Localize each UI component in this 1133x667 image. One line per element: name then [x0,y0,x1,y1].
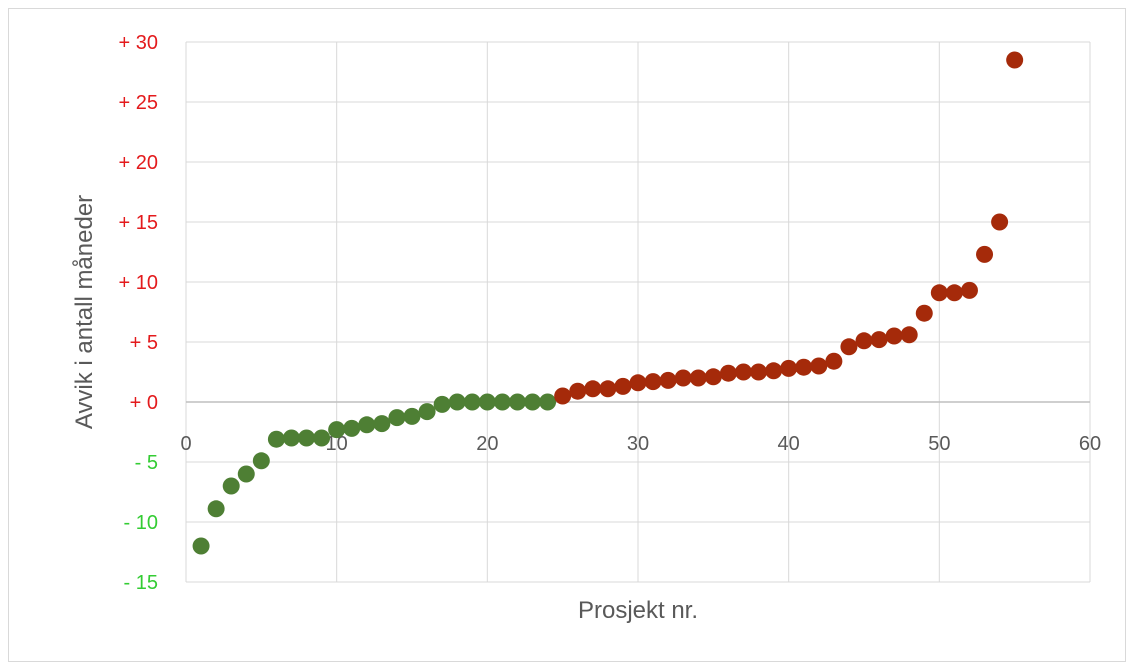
data-point [252,452,270,470]
data-point [750,363,768,381]
data-point [810,357,828,375]
data-point [328,421,346,439]
data-point [734,363,752,381]
data-point [915,304,933,322]
data-point [403,407,421,425]
data-point [689,369,707,387]
y-tick-label: - 10 [124,512,158,534]
y-axis-title: Avvik i antall måneder [71,195,98,429]
data-point [885,327,903,345]
data-point [855,332,873,350]
data-point [554,387,572,405]
x-axis-title: Prosjekt nr. [578,597,698,624]
data-point [448,393,466,411]
data-point [976,245,994,263]
data-point [991,213,1009,231]
data-point [569,382,587,400]
data-point [765,362,783,380]
data-point [478,393,496,411]
y-tick-label: - 5 [135,452,158,474]
y-tick-label: - 15 [124,572,158,594]
x-tick-label: 10 [326,433,348,455]
data-point [629,374,647,392]
y-tick-label: + 20 [119,152,158,174]
data-point [795,358,813,376]
data-point [960,281,978,299]
data-point [298,429,316,447]
data-point [659,371,677,389]
y-tick-label: + 10 [119,272,158,294]
data-point [358,416,376,434]
x-tick-label: 40 [778,433,800,455]
data-point [945,284,963,302]
data-point [614,377,632,395]
x-tick-label: 50 [928,433,950,455]
y-tick-label: + 15 [119,212,158,234]
x-tick-label: 60 [1079,433,1101,455]
data-point [780,359,798,377]
data-point [644,373,662,391]
data-points [192,51,1024,555]
y-tick-labels: + 30 + 25 + 20 + 15 + 10 + 5 + 0 - 5 - 10 - 15 [119,32,158,594]
data-point [282,429,300,447]
grid-lines [185,41,1091,583]
data-point [508,393,526,411]
data-point [237,465,255,483]
data-point [539,393,557,411]
data-point [900,326,918,344]
data-point [267,430,285,448]
data-point [463,393,481,411]
data-point [840,338,858,356]
data-point [388,409,406,427]
data-point [930,284,948,302]
data-point [343,419,361,437]
data-point [1006,51,1024,69]
data-point [704,368,722,386]
data-point [524,393,542,411]
data-point [584,380,602,398]
x-tick-label: 0 [180,433,191,455]
y-tick-label: + 5 [130,332,158,354]
data-point [825,352,843,370]
x-tick-labels: 0 10 20 30 40 50 60 [180,433,1101,455]
data-point [493,393,511,411]
x-tick-label: 30 [627,433,649,455]
y-tick-label: + 30 [119,32,158,54]
data-point [719,364,737,382]
data-point [870,331,888,349]
data-point [674,369,692,387]
data-point [207,500,225,518]
y-tick-label: + 25 [119,92,158,114]
data-point [418,403,436,421]
data-point [192,537,210,555]
y-tick-label: + 0 [130,392,158,414]
data-point [222,477,240,495]
x-tick-label: 20 [476,433,498,455]
data-point [373,415,391,433]
data-point [313,429,331,447]
data-point [599,380,617,398]
data-point [433,395,451,413]
